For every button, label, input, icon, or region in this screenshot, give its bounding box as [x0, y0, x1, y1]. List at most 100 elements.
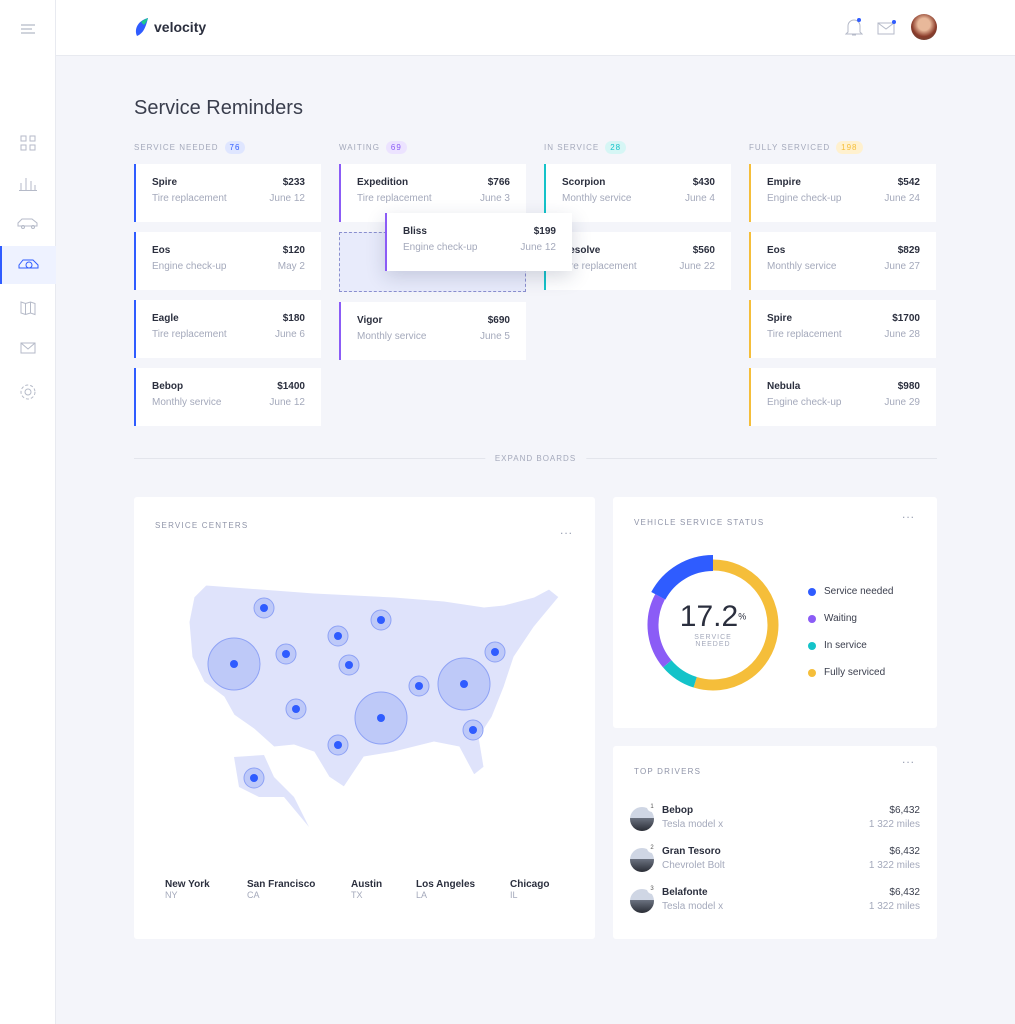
more-options-button[interactable]: ... [559, 523, 573, 537]
vehicle-status-panel: VEHICLE SERVICE STATUS ... 17.2% SERVICE… [613, 497, 937, 728]
card-service: Tire replacement [152, 329, 227, 340]
card-name: Resolve [562, 245, 601, 256]
card-name: Bliss [403, 226, 427, 237]
reminder-card[interactable]: Eagle $180 Tire replacement June 6 [134, 300, 321, 358]
rank-badge: 2 [647, 843, 657, 853]
city-item[interactable]: San Francisco CA [247, 879, 315, 901]
card-price: $980 [897, 381, 920, 392]
reminder-card[interactable]: Eos $829 Monthly service June 27 [749, 232, 936, 290]
card-price: $430 [692, 177, 715, 188]
reminder-card[interactable]: Eos $120 Engine check-up May 2 [134, 232, 321, 290]
reminder-card[interactable]: Spire $233 Tire replacement June 12 [134, 164, 321, 222]
card-service: Engine check-up [403, 242, 478, 253]
reminder-card[interactable]: Spire $1700 Tire replacement June 28 [749, 300, 936, 358]
donut-segment[interactable] [663, 660, 698, 688]
card-date: June 24 [884, 193, 920, 204]
driver-row[interactable]: 2 Gran Tesoro Chevrolet Bolt $6,432 1 322 mi… [630, 843, 920, 876]
card-service: Monthly service [767, 261, 837, 272]
card-service: Tire replacement [152, 193, 227, 204]
card-date: May 2 [277, 261, 305, 272]
city-name: New York [165, 879, 210, 890]
column-title: WAITING [339, 142, 380, 152]
page-title: Service Reminders [134, 97, 303, 119]
city-item[interactable]: Austin TX [351, 879, 382, 901]
reminder-card[interactable]: Nebula $980 Engine check-up June 29 [749, 368, 936, 426]
panel-title: TOP DRIVERS [634, 767, 702, 776]
driver-car: Tesla model x [662, 901, 724, 912]
legend-item: Fully serviced [808, 659, 894, 686]
column-header: WAITING 69 [339, 140, 526, 154]
donut-unit: % [738, 611, 747, 622]
card-date: June 4 [684, 193, 715, 204]
service-center-dot [334, 741, 342, 749]
dashboard-icon[interactable] [0, 124, 56, 162]
reminder-card[interactable]: Empire $542 Engine check-up June 24 [749, 164, 936, 222]
legend-label: Service needed [824, 586, 894, 597]
donut-segment[interactable] [647, 594, 672, 668]
donut-caption: NEEDED [695, 641, 731, 648]
service-center-dot [282, 650, 290, 658]
card-date: June 12 [520, 242, 556, 253]
card-date: June 12 [269, 397, 305, 408]
reminder-card[interactable]: Vigor $690 Monthly service June 5 [339, 302, 526, 360]
status-legend: Service needed Waiting In service Fully ser… [808, 578, 894, 686]
service-center-dot [491, 648, 499, 656]
city-name: Chicago [510, 879, 550, 890]
driver-row[interactable]: 3 Belafonte Tesla model x $6,432 1 322 miles [630, 884, 920, 917]
car-icon[interactable] [0, 204, 56, 242]
city-item[interactable]: Los Angeles LA [416, 879, 475, 901]
expand-boards-label[interactable]: EXPAND BOARDS [484, 454, 587, 464]
column-fully-serviced: FULLY SERVICED 198 Empire $542 Engine check-… [749, 140, 936, 426]
driver-amount: $6,432 [889, 805, 920, 816]
reminder-card[interactable]: Bebop $1400 Monthly service June 12 [134, 368, 321, 426]
expand-boards[interactable]: EXPAND BOARDS [134, 454, 937, 464]
city-state: NY [165, 890, 178, 900]
mail-icon[interactable] [0, 329, 56, 367]
card-price: $690 [487, 315, 510, 326]
service-icon[interactable] [0, 246, 56, 284]
city-item[interactable]: New York NY [165, 879, 210, 901]
logo[interactable]: velocity [134, 18, 206, 36]
card-price: $1400 [277, 381, 305, 392]
sidebar [0, 0, 56, 1024]
legend-item: In service [808, 632, 894, 659]
more-options-button[interactable]: ... [901, 752, 915, 766]
column-header: IN SERVICE 28 [544, 140, 731, 154]
notification-bell-icon[interactable] [845, 17, 863, 37]
service-center-dot [377, 616, 385, 624]
rank-badge: 3 [647, 884, 657, 894]
messages-icon[interactable] [877, 19, 897, 35]
service-center-dot [345, 661, 353, 669]
card-service: Tire replacement [357, 193, 432, 204]
chart-icon[interactable] [0, 164, 56, 202]
count-badge: 198 [836, 140, 863, 154]
dragging-card[interactable]: Bliss $199 Engine check-up June 12 [385, 213, 572, 271]
map-icon[interactable] [0, 289, 56, 327]
settings-icon[interactable] [0, 373, 56, 411]
city-state: TX [351, 890, 363, 900]
donut-segment[interactable] [651, 555, 714, 600]
count-badge: 76 [224, 140, 246, 154]
donut-caption: SERVICE [694, 634, 732, 641]
menu-icon[interactable] [0, 10, 56, 48]
city-item[interactable]: Chicago IL [510, 879, 549, 901]
card-name: Spire [152, 177, 178, 188]
card-name: Scorpion [562, 177, 606, 188]
card-name: Expedition [357, 177, 409, 188]
city-state: LA [416, 890, 428, 900]
donut-segment[interactable] [693, 559, 779, 691]
card-name: Empire [767, 177, 801, 188]
driver-row[interactable]: 1 Bebop Tesla model x $6,432 1 322 miles [630, 802, 920, 835]
driver-car: Chevrolet Bolt [662, 860, 725, 871]
panel-title: SERVICE CENTERS [155, 521, 249, 530]
card-price: $1700 [892, 313, 920, 324]
card-date: June 5 [479, 331, 510, 342]
reminder-card[interactable]: Expedition $766 Tire replacement June 3 [339, 164, 526, 222]
legend-label: Fully serviced [824, 667, 886, 678]
reminder-card[interactable]: Scorpion $430 Monthly service June 4 [544, 164, 731, 222]
legend-dot [808, 668, 816, 677]
more-options-button[interactable]: ... [901, 507, 915, 521]
user-avatar[interactable] [911, 14, 937, 40]
reminder-card[interactable]: Resolve $560 Tire replacement June 22 [544, 232, 731, 290]
card-name: Spire [767, 313, 793, 324]
